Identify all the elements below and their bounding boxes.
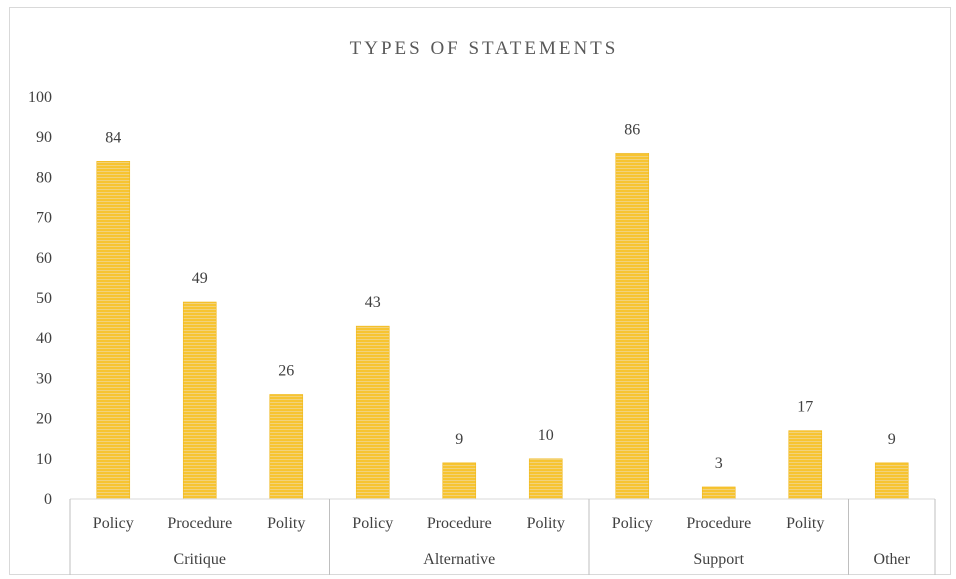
x-category-label: Policy bbox=[612, 515, 653, 532]
bar bbox=[528, 458, 563, 500]
bar bbox=[874, 462, 909, 500]
x-axis: Policy Procedure Polity Critique Policy Proce… bbox=[69, 498, 936, 575]
data-label: 3 bbox=[715, 455, 723, 472]
bar bbox=[96, 161, 131, 500]
x-group-label: Support bbox=[693, 551, 744, 568]
y-tick-label: 40 bbox=[36, 330, 52, 347]
y-tick-label: 10 bbox=[36, 451, 52, 468]
y-axis: 0 10 20 30 40 50 60 70 80 90 100 bbox=[28, 89, 52, 508]
x-category-label: Polity bbox=[527, 515, 565, 532]
bar bbox=[269, 394, 304, 500]
x-category-label: Policy bbox=[93, 515, 134, 532]
y-tick-label: 30 bbox=[36, 370, 52, 387]
data-label: 10 bbox=[538, 427, 554, 444]
bar bbox=[442, 462, 477, 500]
x-category-label: Procedure bbox=[427, 515, 492, 532]
data-label: 9 bbox=[455, 431, 463, 448]
bar bbox=[701, 486, 736, 500]
bar bbox=[355, 325, 390, 500]
data-label: 17 bbox=[797, 399, 813, 416]
chart-title: TYPES OF STATEMENTS bbox=[350, 38, 619, 59]
bar-series: 84 49 26 43 9 10 86 3 17 9 bbox=[96, 121, 909, 500]
data-label: 84 bbox=[105, 129, 121, 146]
x-category-label: Procedure bbox=[686, 515, 751, 532]
y-tick-label: 90 bbox=[36, 129, 52, 146]
bar bbox=[182, 301, 217, 500]
y-tick-label: 70 bbox=[36, 210, 52, 227]
bar bbox=[615, 152, 650, 500]
x-category-label: Procedure bbox=[167, 515, 232, 532]
data-label: 49 bbox=[192, 270, 208, 287]
y-tick-label: 100 bbox=[28, 89, 52, 106]
y-tick-label: 50 bbox=[36, 290, 52, 307]
data-label: 43 bbox=[365, 294, 381, 311]
x-category-label: Polity bbox=[786, 515, 824, 532]
data-label: 9 bbox=[888, 431, 896, 448]
x-group-label: Alternative bbox=[423, 551, 495, 568]
y-tick-label: 0 bbox=[44, 491, 52, 508]
x-category-label: Policy bbox=[352, 515, 393, 532]
y-tick-label: 80 bbox=[36, 169, 52, 186]
bar bbox=[788, 430, 823, 500]
x-group-label: Critique bbox=[174, 551, 226, 568]
data-label: 86 bbox=[624, 121, 640, 138]
y-tick-label: 60 bbox=[36, 250, 52, 267]
x-category-label: Polity bbox=[267, 515, 305, 532]
x-group-label: Other bbox=[874, 551, 911, 568]
y-tick-label: 20 bbox=[36, 411, 52, 428]
data-label: 26 bbox=[278, 362, 294, 379]
